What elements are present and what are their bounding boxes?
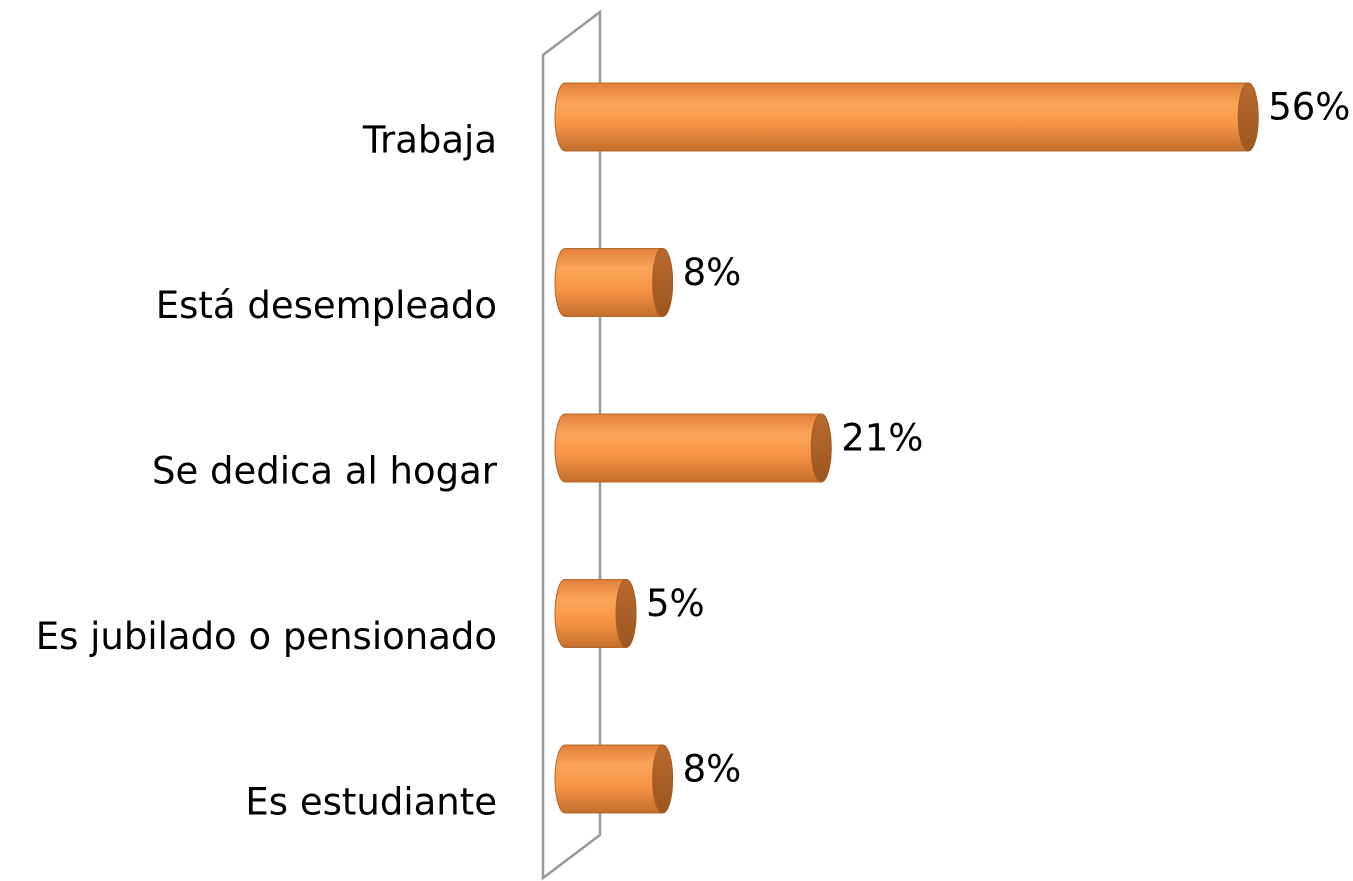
bar-cap [810, 413, 832, 483]
bar-cap [652, 744, 674, 814]
data-label: 21% [841, 417, 923, 460]
bar [554, 82, 1259, 152]
data-label: 56% [1268, 86, 1350, 129]
category-label: Es jubilado o pensionado [36, 615, 497, 658]
bar-cap [615, 579, 637, 648]
bar-cap [1237, 82, 1259, 152]
bar [554, 413, 832, 483]
category-label: Se dedica al hogar [152, 450, 498, 493]
back-wall [541, 9, 602, 881]
data-label: 5% [646, 582, 705, 625]
bar-cap [652, 248, 674, 317]
category-label: Es estudiante [245, 781, 497, 824]
data-label: 8% [683, 251, 742, 294]
category-label: Trabaja [362, 119, 497, 162]
plot-area: Trabaja 56% Está desempleado 8% Se dedica al… [36, 82, 1350, 824]
data-label: 8% [683, 748, 742, 791]
category-label: Está desempleado [156, 284, 497, 327]
